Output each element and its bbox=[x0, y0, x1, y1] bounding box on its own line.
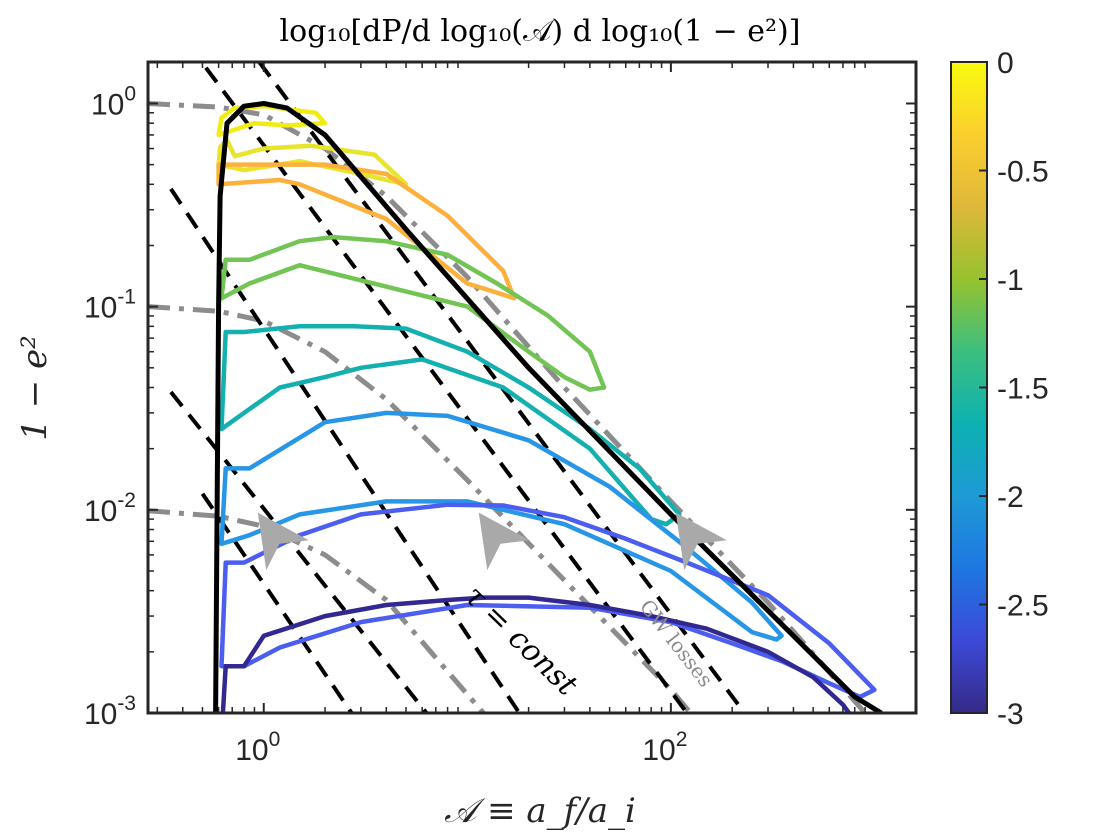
colorbar-ticks: 0 -0.5 -1 -1.5 -2 -2.5 -3 bbox=[979, 47, 1049, 731]
colorbar-tick-label: 0 bbox=[997, 47, 1014, 80]
tau-const-line-1 bbox=[204, 66, 689, 713]
flow-arrow-3 bbox=[675, 512, 727, 571]
contour-level-m3 bbox=[220, 595, 851, 713]
contour-level-m2 bbox=[219, 410, 784, 642]
flow-arrow-2 bbox=[478, 512, 530, 571]
contour-level-m2p5 bbox=[219, 502, 877, 700]
colorbar-tick-label: -3 bbox=[997, 698, 1024, 731]
tau-const-line-3 bbox=[169, 390, 429, 713]
y-tick-label-2: 10-1 bbox=[84, 286, 136, 325]
colorbar-tick-label: -2.5 bbox=[997, 590, 1049, 623]
colorbar-tick-label: -0.5 bbox=[997, 156, 1049, 189]
y-tick-label-3: 10-2 bbox=[84, 489, 136, 528]
plot-layer bbox=[148, 62, 883, 713]
x-axis-title: 𝒜 ≡ a_f/a_i bbox=[444, 791, 636, 831]
colorbar-tick-label: -1 bbox=[997, 264, 1024, 297]
y-tick-label-1: 100 bbox=[91, 82, 136, 121]
gw-loss-curve-2 bbox=[148, 304, 693, 713]
contour-level-0 bbox=[216, 103, 328, 138]
colorbar-tick-label: -1.5 bbox=[997, 373, 1049, 406]
flow-arrow-1 bbox=[257, 512, 309, 571]
tick-layer: 100 102 100 10-1 10-2 10-3 bbox=[84, 62, 916, 767]
tau-const-line-4 bbox=[200, 492, 354, 713]
contour-level-m0p5 bbox=[216, 162, 517, 301]
x-tick-label-2: 102 bbox=[642, 728, 687, 767]
x-tick-label-1: 100 bbox=[235, 728, 280, 767]
gw-loss-curve-3 bbox=[148, 508, 486, 713]
envelope-curve bbox=[213, 101, 883, 713]
contour-level-m1p5 bbox=[219, 324, 682, 527]
colorbar-tick-label: -2 bbox=[997, 481, 1024, 514]
tau-const-line-2 bbox=[169, 187, 521, 713]
contour-level-m1 bbox=[219, 234, 607, 392]
plot-title: log₁₀[dP/d log₁₀(𝒜) d log₁₀(1 − e²)] bbox=[280, 14, 801, 49]
y-axis-title: 1 − e² bbox=[15, 335, 55, 441]
tau-const-line-5 bbox=[257, 62, 747, 713]
y-tick-label-4: 10-3 bbox=[84, 692, 136, 731]
